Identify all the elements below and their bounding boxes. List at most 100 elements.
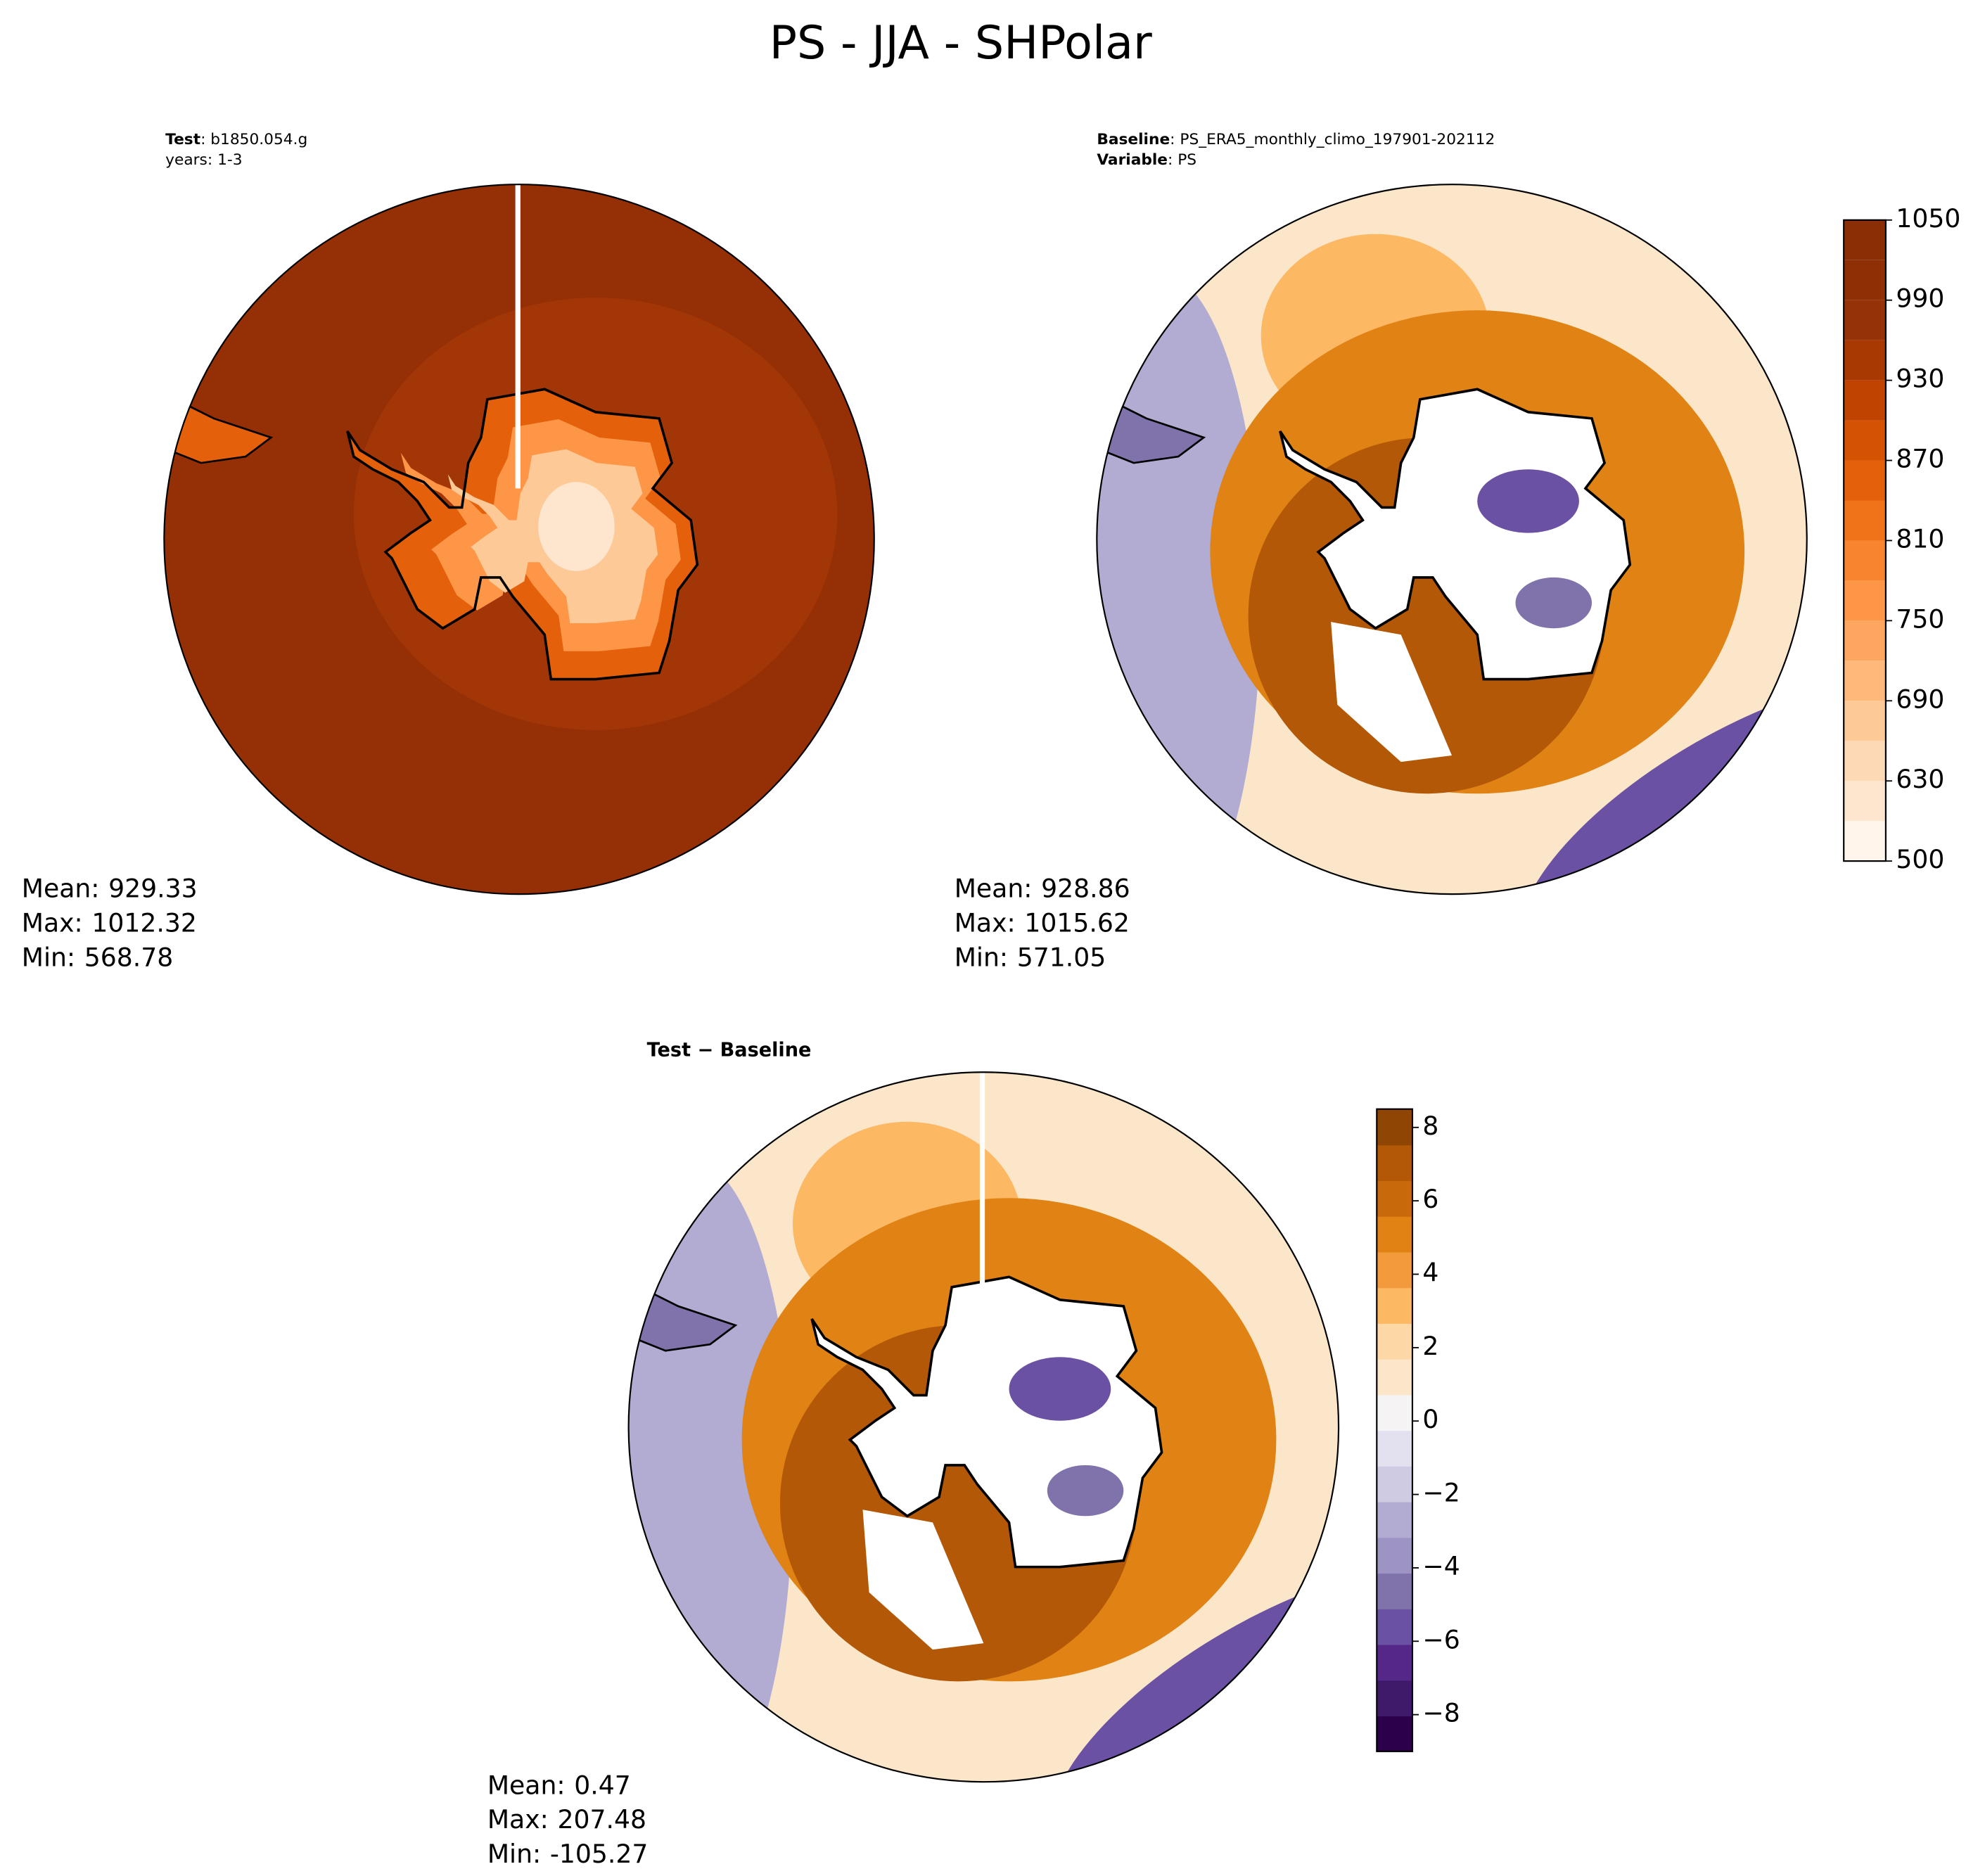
colorbar-segment: [1377, 1680, 1412, 1716]
stat-value: 568.78: [84, 942, 174, 972]
colorbar-segment: [1377, 1251, 1412, 1289]
stat-value: 929.33: [108, 874, 198, 904]
colorbar-tick-label: 6: [1422, 1184, 1438, 1214]
header-text: years: 1-3: [165, 151, 242, 169]
colorbar-segment: [1844, 540, 1886, 581]
continent-field: [1009, 1357, 1111, 1421]
stat-value: 1015.62: [1024, 908, 1130, 938]
colorbar-tick-label: 810: [1896, 523, 1944, 554]
colorbar-segment: [1377, 1644, 1412, 1681]
colorbar-tick-label: 4: [1422, 1257, 1438, 1287]
panel-header: Baseline: PS_ERA5_monthly_climo_197901-2…: [1097, 131, 1495, 148]
header-label: Test: [165, 131, 200, 148]
colorbar-segment: [1844, 580, 1886, 621]
colorbar-segment: [1844, 300, 1886, 340]
stat-label: Mean:: [955, 874, 1033, 904]
continent-field: [1515, 577, 1593, 629]
stat-label: Max:: [487, 1804, 549, 1834]
panel-header: Test: b1850.054.g: [165, 131, 307, 148]
colorbar-segment: [1844, 701, 1886, 741]
continent-layer: [538, 482, 615, 571]
colorbar-segment: [1844, 219, 1886, 260]
colorbar-segment: [1377, 1716, 1412, 1752]
colorbar-segment: [1377, 1501, 1412, 1538]
colorbar-frame: [1376, 1108, 1414, 1752]
colorbar-tick-label: 870: [1896, 444, 1944, 474]
stat-label: Max:: [955, 908, 1016, 938]
panel-header: years: 1-3: [165, 151, 242, 169]
ice-shelf: [862, 1510, 984, 1650]
colorbar-tick-label: −8: [1422, 1698, 1460, 1728]
colorbar-segment: [1844, 460, 1886, 501]
colorbar-segment: [1377, 1537, 1412, 1574]
header-label: Baseline: [1097, 131, 1170, 148]
colorbar-segment: [1377, 1573, 1412, 1609]
colorbar-segment: [1377, 1358, 1412, 1396]
colorbar-segment: [1377, 1180, 1412, 1217]
land: [1102, 399, 1204, 464]
stat: Mean: 928.86: [955, 874, 1130, 904]
stat-value: 207.48: [557, 1804, 646, 1834]
stat-label: Min:: [22, 942, 75, 972]
stat: Mean: 0.47: [487, 1770, 631, 1800]
header-label: Variable: [1097, 151, 1168, 169]
colorbar-tick-label: 8: [1422, 1111, 1438, 1141]
map-frame: [163, 184, 875, 895]
stat: Min: 571.05: [955, 942, 1106, 972]
colorbar-tick-label: 2: [1422, 1331, 1438, 1361]
stat: Mean: 929.33: [22, 874, 198, 904]
panel-header: Test − Baseline: [647, 1039, 812, 1061]
stat-value: 571.05: [1017, 942, 1106, 972]
stat-value: 928.86: [1041, 874, 1130, 904]
stat-label: Mean:: [487, 1770, 566, 1800]
header-text: : b1850.054.g: [200, 131, 307, 148]
colorbar-segment: [1377, 1144, 1412, 1182]
stat: Max: 1015.62: [955, 908, 1130, 938]
colorbar-tick-label: 630: [1896, 764, 1944, 794]
colorbar-segment: [1377, 1109, 1412, 1146]
figure-title: PS - JJA - SHPolar: [770, 17, 1152, 70]
colorbar-segment: [1844, 661, 1886, 701]
stat: Min: 568.78: [22, 942, 174, 972]
colorbar-tick-label: −2: [1422, 1478, 1460, 1508]
coastline: [1279, 388, 1632, 681]
colorbar-segment: [1377, 1215, 1412, 1253]
colorbar-segment: [1377, 1608, 1412, 1645]
colorbar-segment: [1377, 1394, 1412, 1431]
colorbar-segment: [1377, 1323, 1412, 1360]
stat-label: Mean:: [22, 874, 100, 904]
stat: Max: 207.48: [487, 1804, 646, 1834]
colorbar-segment: [1377, 1430, 1412, 1467]
stat-value: -105.27: [550, 1839, 649, 1869]
colorbar-segment: [1844, 340, 1886, 381]
colorbar-segment: [1844, 821, 1886, 862]
coastline: [810, 1275, 1163, 1569]
header-label: Test − Baseline: [647, 1039, 812, 1061]
colorbar-tick-label: 930: [1896, 364, 1944, 394]
colorbar-segment: [1844, 620, 1886, 661]
colorbar-segment: [1844, 781, 1886, 822]
stat-label: Min:: [487, 1839, 541, 1869]
stat: Min: -105.27: [487, 1839, 649, 1869]
colorbar-tick-label: 750: [1896, 604, 1944, 634]
colorbar-segment: [1844, 741, 1886, 781]
stat-label: Min:: [955, 942, 1008, 972]
colorbar-tick-label: −4: [1422, 1551, 1460, 1581]
colorbar-tick-label: −6: [1422, 1624, 1460, 1654]
colorbar-segment: [1377, 1287, 1412, 1324]
stat: Max: 1012.32: [22, 908, 197, 938]
colorbar-segment: [1844, 380, 1886, 421]
header-text: : PS: [1168, 151, 1196, 169]
land: [169, 399, 272, 464]
map: [164, 184, 874, 895]
colorbar-tick-label: 990: [1896, 283, 1944, 314]
colorbar-tick-label: 690: [1896, 684, 1944, 714]
colorbar-segment: [1844, 260, 1886, 300]
colorbar-segment: [1844, 420, 1886, 461]
colorbar-tick-label: 500: [1896, 844, 1944, 874]
colorbar-segment: [1377, 1465, 1412, 1502]
map: [628, 1072, 1339, 1782]
map-frame: [1096, 184, 1808, 895]
header-text: : PS_ERA5_monthly_climo_197901-202112: [1170, 131, 1495, 148]
